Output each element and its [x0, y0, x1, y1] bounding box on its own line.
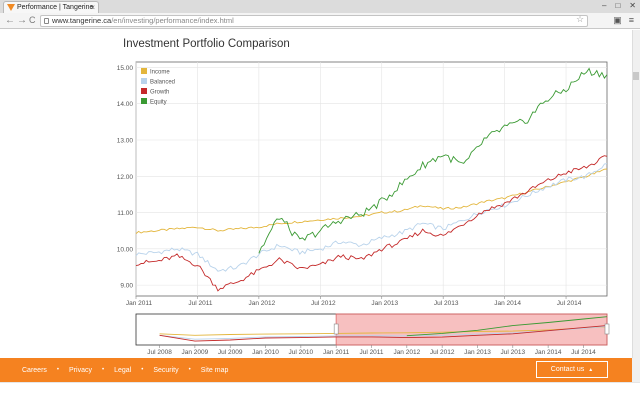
y-tick-label: 9.00	[120, 283, 133, 290]
y-tick-label: 11.00	[117, 210, 133, 217]
x-tick-label: Jul 2013	[434, 300, 459, 307]
browser-tab[interactable]: Performance | Tangerine ×	[3, 1, 99, 13]
navigator-x-tick-label: Jul 2012	[430, 349, 455, 356]
navigator-chart[interactable]: Jul 2008 Jan 2009 Jul 2009 Jan 2010 Jul 2010…	[135, 313, 610, 356]
series-line-equity	[258, 67, 608, 254]
y-tick-label: 15.00	[117, 65, 134, 72]
navigator-series-equity	[406, 316, 608, 337]
url-path: /en/investing/performance/index.html	[111, 16, 234, 25]
navigator-right-handle[interactable]	[604, 323, 610, 335]
navigator-x-tick-label: Jan 2009	[182, 349, 209, 356]
bookmark-star-icon[interactable]: ☆	[576, 14, 585, 24]
navigator-x-tick-label: Jul 2011	[359, 349, 383, 356]
bottom-strip	[0, 382, 640, 400]
series-line-growth	[135, 155, 608, 292]
site-footer: Careers • Privacy • Legal • Security • Site map …	[0, 358, 632, 382]
page-scrollbar[interactable]	[632, 30, 640, 360]
navigator-series-growth	[159, 325, 608, 342]
navigator-x-tick-label: Jul 2013	[501, 349, 526, 356]
legend-label-equity[interactable]: Equity	[150, 100, 167, 106]
contact-us-label: Contact us	[550, 366, 585, 373]
footer-separator: •	[188, 367, 191, 373]
legend-label-income[interactable]: Income	[150, 70, 170, 76]
x-tick-label: Jan 2012	[248, 300, 275, 307]
address-bar[interactable]: www.tangerine.ca/en/investing/performanc…	[40, 15, 588, 27]
navigator-x-tick-label: Jan 2012	[393, 349, 420, 356]
navigator-x-tick-label: Jul 2010	[289, 349, 314, 356]
legend-swatch-growth	[141, 88, 147, 94]
navigator-x-tick-label: Jul 2008	[147, 349, 172, 356]
contact-us-button[interactable]: Contact us ▲	[536, 361, 608, 378]
toolbar-icons: ▣ ≡	[613, 15, 634, 26]
plot-frame	[135, 61, 608, 297]
scrollbar-thumb[interactable]	[633, 72, 639, 80]
back-button[interactable]: ←	[5, 15, 15, 26]
navigator-x-tick-label: Jul 2014	[571, 349, 596, 356]
legend-label-balanced[interactable]: Balanced	[150, 80, 175, 86]
page-title: Investment Portfolio Comparison	[123, 38, 290, 50]
tab-strip: Performance | Tangerine × – □ ✕	[0, 0, 640, 13]
x-tick-label: Jan 2011	[126, 300, 153, 307]
footer-link-careers[interactable]: Careers	[22, 366, 47, 374]
legend-label-growth[interactable]: Growth	[150, 90, 169, 96]
chart-legend: Income Balanced Growth Equity	[141, 68, 175, 106]
legend-swatch-income	[141, 68, 147, 74]
maximize-button[interactable]: □	[615, 1, 621, 10]
reload-button[interactable]: C	[29, 15, 36, 25]
navigator-x-tick-label: Jan 2010	[252, 349, 279, 356]
minimize-button[interactable]: –	[602, 1, 607, 10]
footer-separator: •	[101, 367, 105, 373]
window-controls: – □ ✕	[602, 1, 636, 10]
x-tick-label: Jul 2014	[557, 300, 582, 307]
tab-title: Performance | Tangerine	[17, 4, 94, 11]
url-host: www.tangerine.ca	[52, 16, 112, 25]
footer-link-legal[interactable]: Legal	[114, 366, 132, 374]
footer-link-security[interactable]: Security	[153, 366, 179, 374]
tab-close-icon[interactable]: ×	[90, 3, 95, 12]
y-tick-label: 14.00	[117, 101, 134, 108]
y-tick-label: 12.00	[117, 174, 134, 181]
y-tick-label: 13.00	[117, 138, 134, 145]
footer-separator: •	[56, 367, 60, 373]
main-line-chart: 9.00 10.00 11.00 12.00 13.00 14.00 15.00 Jan 20…	[117, 61, 608, 307]
x-tick-label: Jan 2014	[494, 300, 521, 307]
navigator-x-tick-label: Jan 2014	[535, 349, 562, 356]
x-tick-label: Jan 2013	[371, 300, 398, 307]
y-tick-label: 10.00	[117, 246, 134, 253]
navigator-x-tick-label: Jul 2009	[218, 349, 243, 356]
close-window-button[interactable]: ✕	[629, 1, 636, 10]
x-tick-label: Jul 2012	[311, 300, 336, 307]
navigator-left-handle[interactable]	[333, 323, 339, 335]
legend-swatch-equity	[141, 98, 147, 104]
legend-swatch-balanced	[141, 78, 147, 84]
footer-link-site-map[interactable]: Site map	[200, 366, 229, 374]
footer-link-privacy[interactable]: Privacy	[69, 366, 92, 374]
navigator-x-tick-label: Jan 2011	[323, 349, 350, 356]
menu-icon[interactable]: ≡	[628, 15, 634, 25]
browser-toolbar: ← → C www.tangerine.ca/en/investing/perf…	[0, 13, 640, 29]
footer-links: Careers • Privacy • Legal • Security • Site map	[22, 358, 228, 382]
chevron-up-icon: ▲	[588, 367, 594, 373]
page-icon	[44, 18, 49, 24]
series-line-balanced	[135, 163, 608, 272]
navigator-x-tick-label: Jan 2013	[464, 349, 491, 356]
footer-separator: •	[141, 367, 144, 373]
navigator-series-income	[159, 326, 608, 336]
extension-icon[interactable]: ▣	[613, 15, 622, 25]
tangerine-favicon-icon	[7, 4, 15, 11]
footer-scrollbar	[632, 358, 640, 382]
x-tick-label: Jul 2011	[188, 300, 212, 307]
forward-button[interactable]: →	[17, 15, 27, 26]
